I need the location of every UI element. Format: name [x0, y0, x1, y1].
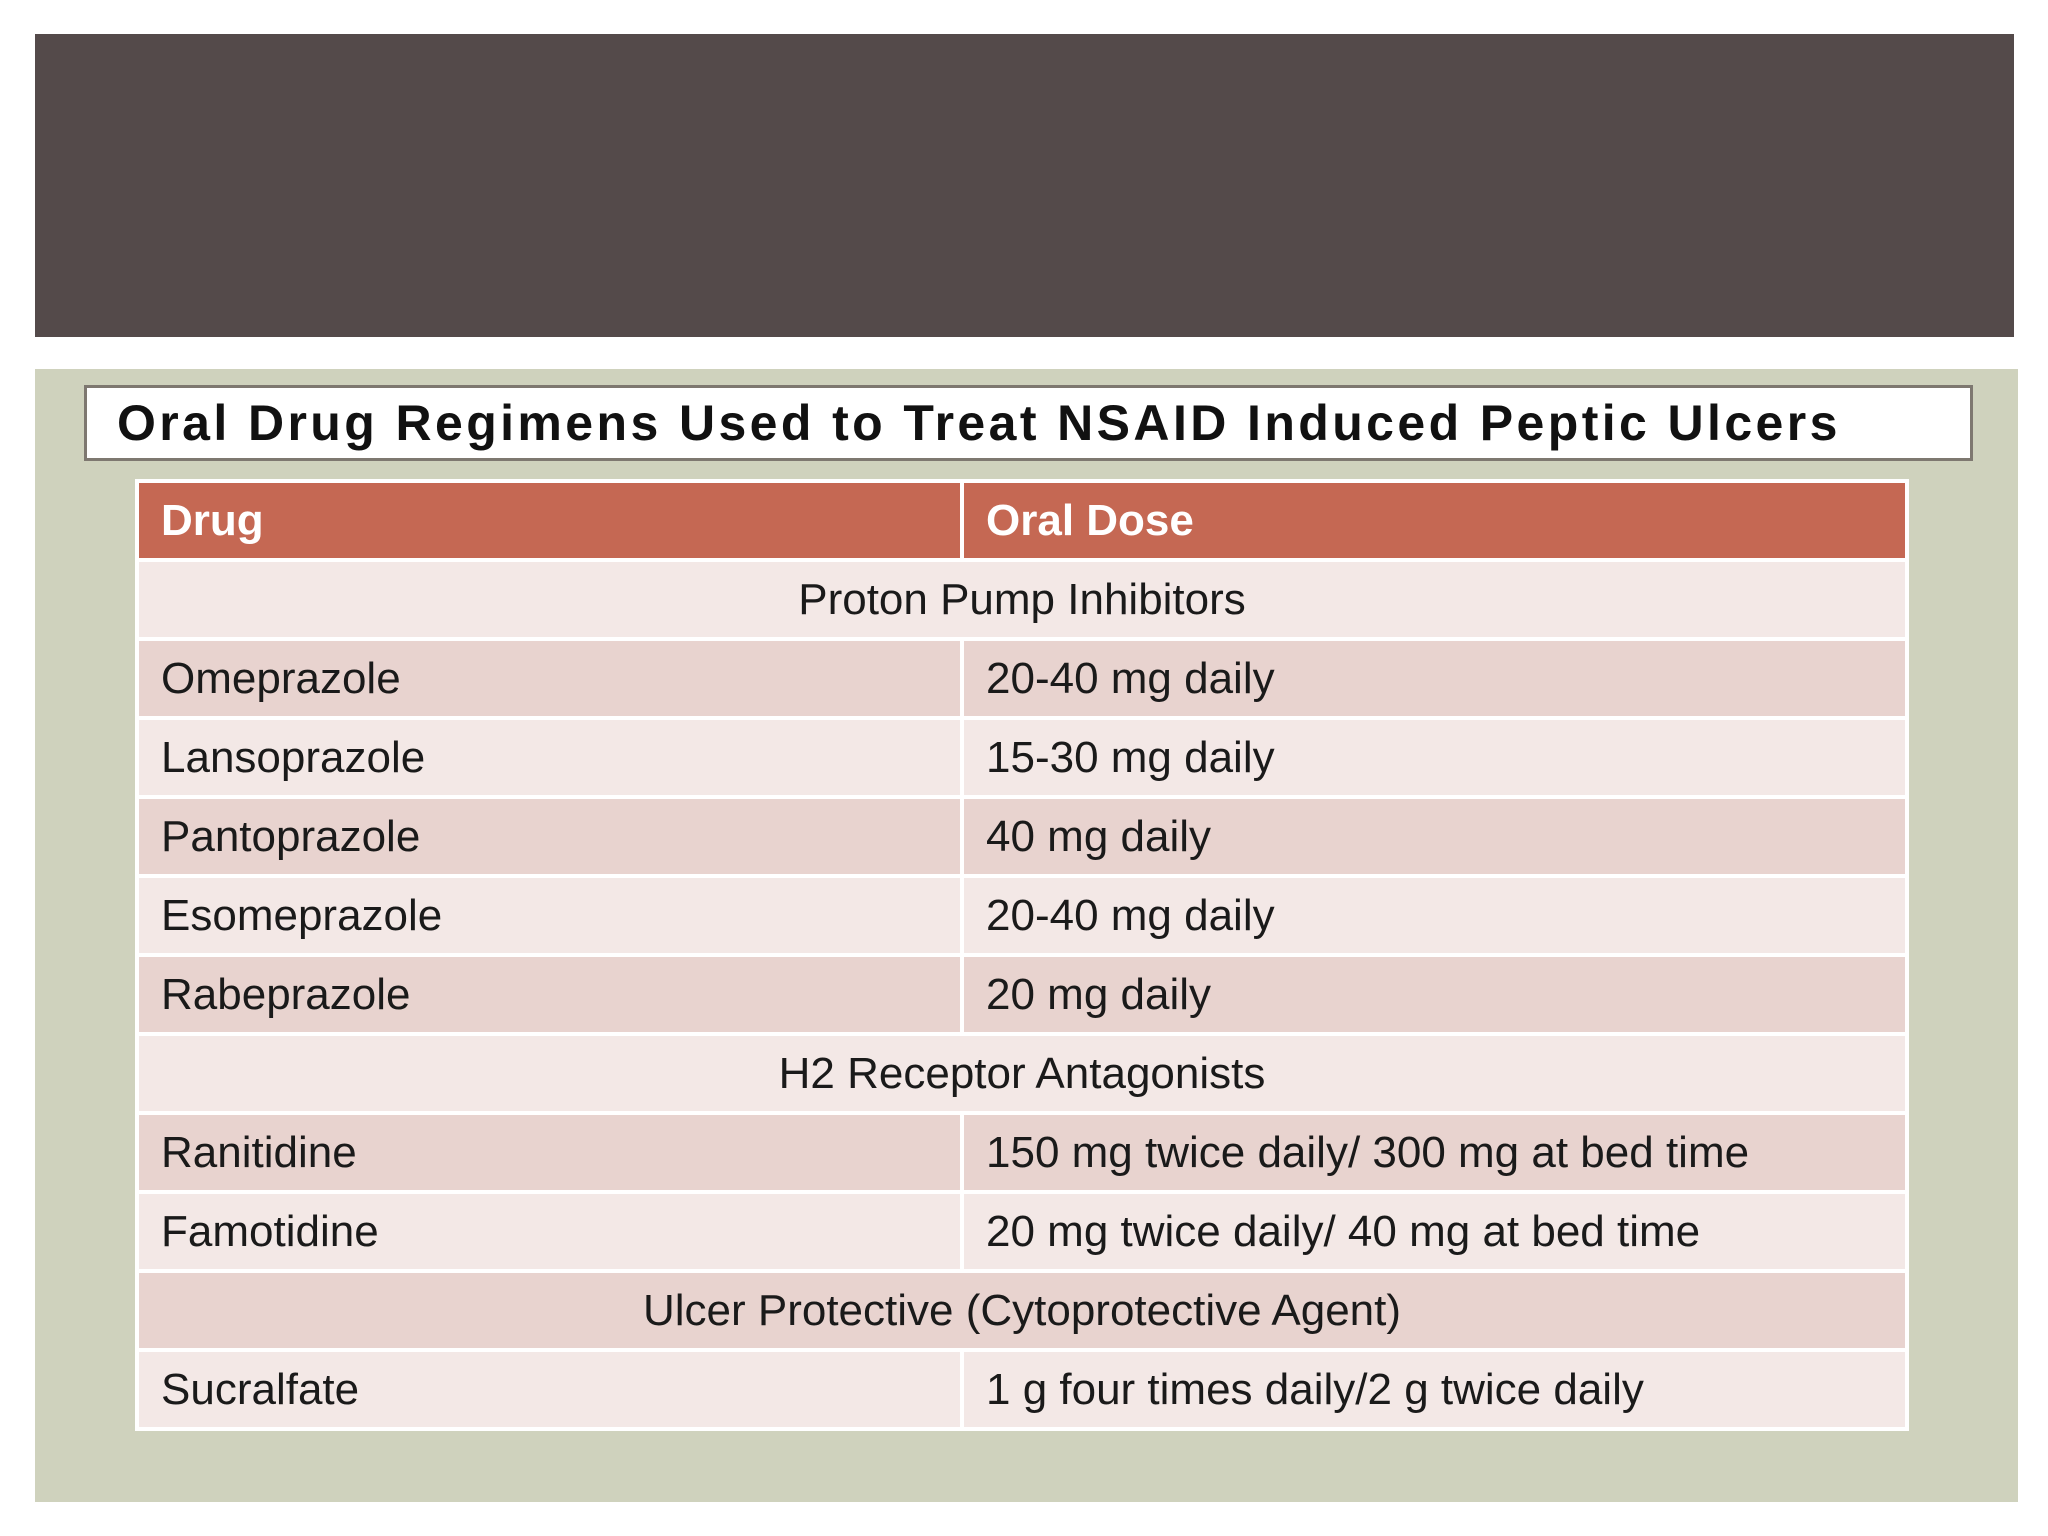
table-row: Sucralfate 1 g four times daily/2 g twic…: [135, 1348, 1909, 1431]
table-row: Omeprazole 20-40 mg daily: [135, 637, 1909, 720]
title-box: Oral Drug Regimens Used to Treat NSAID I…: [84, 385, 1973, 461]
dose-cell: 20 mg twice daily/ 40 mg at bed time: [960, 1190, 1909, 1273]
dose-cell: 150 mg twice daily/ 300 mg at bed time: [960, 1111, 1909, 1194]
drug-name-cell: Sucralfate: [135, 1348, 964, 1431]
drug-name-cell: Ranitidine: [135, 1111, 964, 1194]
slide-title: Oral Drug Regimens Used to Treat NSAID I…: [117, 395, 1841, 451]
column-header-drug: Drug: [135, 479, 964, 562]
drug-table: Drug Oral Dose Proton Pump Inhibitors Om…: [135, 479, 1909, 1431]
dose-cell: 20 mg daily: [960, 953, 1909, 1036]
table-row: Famotidine 20 mg twice daily/ 40 mg at b…: [135, 1190, 1909, 1273]
dose-cell: 1 g four times daily/2 g twice daily: [960, 1348, 1909, 1431]
drug-name-cell: Rabeprazole: [135, 953, 964, 1036]
section-row: H2 Receptor Antagonists: [135, 1032, 1909, 1115]
column-header-oral-dose: Oral Dose: [960, 479, 1909, 562]
drug-name-cell: Pantoprazole: [135, 795, 964, 878]
dose-cell: 20-40 mg daily: [960, 637, 1909, 720]
section-label: Ulcer Protective (Cytoprotective Agent): [135, 1269, 1909, 1352]
drug-name-cell: Esomeprazole: [135, 874, 964, 957]
drug-name-cell: Famotidine: [135, 1190, 964, 1273]
section-label: H2 Receptor Antagonists: [135, 1032, 1909, 1115]
section-label: Proton Pump Inhibitors: [135, 558, 1909, 641]
table-row: Lansoprazole 15-30 mg daily: [135, 716, 1909, 799]
table-row: Rabeprazole 20 mg daily: [135, 953, 1909, 1036]
dose-cell: 20-40 mg daily: [960, 874, 1909, 957]
section-row: Proton Pump Inhibitors: [135, 558, 1909, 641]
table-row: Ranitidine 150 mg twice daily/ 300 mg at…: [135, 1111, 1909, 1194]
dose-cell: 15-30 mg daily: [960, 716, 1909, 799]
table-row: Pantoprazole 40 mg daily: [135, 795, 1909, 878]
dose-cell: 40 mg daily: [960, 795, 1909, 878]
drug-name-cell: Omeprazole: [135, 637, 964, 720]
section-row: Ulcer Protective (Cytoprotective Agent): [135, 1269, 1909, 1352]
drug-name-cell: Lansoprazole: [135, 716, 964, 799]
table-header-row: Drug Oral Dose: [135, 479, 1909, 562]
table-row: Esomeprazole 20-40 mg daily: [135, 874, 1909, 957]
header-band: [35, 34, 2014, 337]
